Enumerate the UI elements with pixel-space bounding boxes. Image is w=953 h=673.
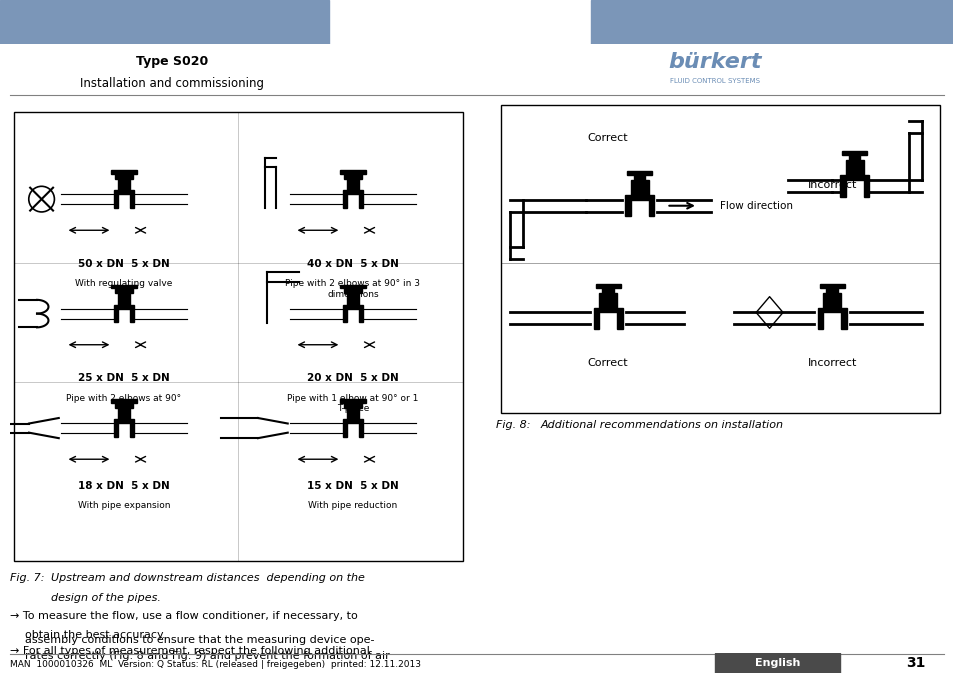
Bar — [595, 284, 620, 288]
Bar — [115, 289, 132, 293]
Bar — [591, 0, 953, 44]
Bar — [598, 293, 617, 312]
Bar — [346, 408, 359, 423]
Text: With pipe expansion: With pipe expansion — [78, 501, 170, 510]
Bar — [112, 170, 136, 174]
Bar — [630, 180, 648, 200]
Bar — [593, 308, 598, 329]
Text: rates correctly (Fig. 8 and Fig. 9) and prevent the formation of air: rates correctly (Fig. 8 and Fig. 9) and … — [25, 651, 390, 662]
Text: design of the pipes.: design of the pipes. — [51, 593, 160, 603]
Bar — [848, 155, 860, 160]
Text: 50 x DN  5 x DN: 50 x DN 5 x DN — [78, 258, 170, 269]
Bar — [626, 171, 652, 175]
Text: Type S020: Type S020 — [135, 55, 208, 68]
Text: Pipe with 1 elbow at 90° or 1
T-piece: Pipe with 1 elbow at 90° or 1 T-piece — [287, 394, 418, 413]
Bar — [131, 419, 134, 437]
Bar — [359, 305, 363, 322]
Bar — [112, 285, 136, 289]
Text: assembly conditions to ensure that the measuring device ope-: assembly conditions to ensure that the m… — [25, 635, 375, 645]
Text: Fig. 8:: Fig. 8: — [496, 420, 530, 430]
Text: Incorrect: Incorrect — [807, 358, 856, 368]
Text: 31: 31 — [905, 656, 924, 670]
Bar — [112, 399, 136, 403]
Bar — [715, 653, 839, 673]
Text: Correct: Correct — [587, 358, 628, 368]
Bar — [845, 160, 862, 180]
Bar — [115, 174, 132, 179]
Bar — [344, 289, 361, 293]
Text: Pipe with 2 elbows at 90°: Pipe with 2 elbows at 90° — [67, 394, 181, 402]
Bar — [0, 0, 329, 44]
Bar — [113, 305, 117, 322]
Bar — [113, 419, 117, 437]
Bar — [340, 170, 365, 174]
Text: 18 x DN  5 x DN: 18 x DN 5 x DN — [78, 481, 170, 491]
Bar — [344, 174, 361, 179]
Bar — [359, 419, 363, 437]
Text: English: English — [754, 658, 800, 668]
Text: 15 x DN  5 x DN: 15 x DN 5 x DN — [307, 481, 398, 491]
Bar — [342, 305, 346, 322]
Bar — [617, 308, 622, 329]
Text: With regulating valve: With regulating valve — [75, 279, 172, 288]
Bar — [117, 179, 131, 194]
Bar — [115, 403, 132, 408]
Bar — [342, 419, 346, 437]
Bar — [822, 293, 841, 312]
Text: Incorrect: Incorrect — [807, 180, 856, 190]
Bar — [131, 190, 134, 208]
Text: Upstream and downstream distances  depending on the: Upstream and downstream distances depend… — [51, 573, 364, 583]
Text: Installation and commissioning: Installation and commissioning — [80, 77, 263, 90]
Text: With pipe reduction: With pipe reduction — [308, 501, 397, 510]
Bar — [601, 288, 613, 293]
Bar — [131, 305, 134, 322]
Bar — [346, 179, 359, 194]
Text: Pipe with 2 elbows at 90° in 3
dimensions: Pipe with 2 elbows at 90° in 3 dimension… — [285, 279, 420, 299]
Text: Additional recommendations on installation: Additional recommendations on installati… — [540, 420, 783, 430]
Bar — [862, 175, 868, 197]
Bar — [344, 403, 361, 408]
Bar — [648, 195, 653, 217]
Bar — [825, 288, 837, 293]
Bar — [633, 175, 644, 180]
Bar — [841, 308, 846, 329]
Bar — [346, 293, 359, 308]
Bar — [113, 190, 117, 208]
Bar — [817, 308, 822, 329]
Text: MAN  1000010326  ML  Version: Q Status: RL (released | freigegeben)  printed: 12: MAN 1000010326 ML Version: Q Status: RL … — [10, 660, 420, 670]
Bar — [841, 151, 866, 155]
Text: Flow direction: Flow direction — [720, 201, 793, 211]
Bar — [624, 195, 630, 217]
Text: bürkert: bürkert — [668, 52, 761, 71]
Text: obtain the best accuracy.: obtain the best accuracy. — [25, 630, 166, 640]
Bar — [117, 293, 131, 308]
Text: Correct: Correct — [587, 133, 628, 143]
Text: FLUID CONTROL SYSTEMS: FLUID CONTROL SYSTEMS — [670, 78, 760, 84]
Bar — [340, 399, 365, 403]
Bar — [342, 190, 346, 208]
Text: 20 x DN  5 x DN: 20 x DN 5 x DN — [307, 373, 398, 383]
Text: 40 x DN  5 x DN: 40 x DN 5 x DN — [307, 258, 398, 269]
Text: Fig. 7:: Fig. 7: — [10, 573, 44, 583]
Text: → To measure the flow, use a flow conditioner, if necessary, to: → To measure the flow, use a flow condit… — [10, 611, 357, 621]
Text: 25 x DN  5 x DN: 25 x DN 5 x DN — [78, 373, 170, 383]
Bar — [340, 285, 365, 289]
Bar — [117, 408, 131, 423]
Bar — [840, 175, 845, 197]
Bar — [819, 284, 844, 288]
Bar — [359, 190, 363, 208]
Text: → For all types of measurement, respect the following additional: → For all types of measurement, respect … — [10, 646, 369, 656]
